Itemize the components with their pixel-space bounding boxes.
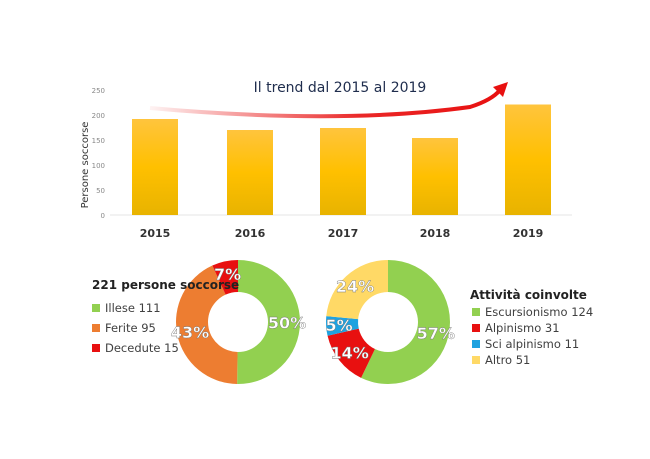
trend-arrow-head — [493, 82, 508, 97]
donut2-slice — [326, 260, 388, 320]
legend-label: Decedute 15 — [105, 341, 179, 355]
y-tick-label: 50 — [96, 187, 105, 195]
donut1-slice — [176, 265, 238, 384]
donut2-slice — [326, 316, 359, 336]
bar-2015 — [132, 119, 178, 215]
bar-2018 — [412, 138, 458, 215]
legend-label: Escursionismo 124 — [485, 305, 594, 319]
donut1-pct-label: 7% — [214, 265, 241, 284]
legend-item: Altro 51 — [472, 353, 530, 367]
donut1-pct-label: 43% — [171, 323, 209, 342]
y-tick-label: 200 — [92, 112, 105, 120]
x-tick-label: 2017 — [328, 227, 359, 240]
legend-item: Ferite 95 — [92, 321, 156, 335]
donut1-pct-label: 50% — [268, 313, 306, 332]
y-axis-label: Persone soccorse — [80, 122, 91, 209]
donut2-title: Attività coinvolte — [470, 288, 587, 302]
donut1-slice — [237, 260, 301, 384]
y-tick-label: 250 — [92, 87, 105, 95]
donut2-pct-label: 14% — [331, 344, 369, 363]
legend-swatch-icon — [472, 308, 480, 316]
bar-2019 — [505, 104, 551, 215]
legend-swatch-icon — [472, 356, 480, 364]
legend-label: Altro 51 — [485, 353, 531, 367]
legend-item: Alpinismo 31 — [472, 321, 560, 335]
x-tick-label: 2018 — [420, 227, 451, 240]
y-tick-label: 0 — [101, 212, 105, 220]
legend-swatch-icon — [92, 344, 100, 352]
legend-swatch-icon — [92, 324, 100, 332]
legend-label: Ferite 95 — [105, 321, 156, 335]
donut2-slice — [361, 260, 450, 384]
legend-swatch-icon — [472, 340, 480, 348]
legend-item: Escursionismo 124 — [472, 305, 593, 319]
y-tick-label: 150 — [92, 137, 105, 145]
donut1-title: 221 persone soccorse — [92, 278, 240, 292]
donut1-slice — [212, 260, 238, 295]
trend-arrow — [149, 88, 502, 119]
legend-item: Illese 111 — [92, 301, 161, 315]
legend-item: Decedute 15 — [92, 341, 179, 355]
donut2-pct-label: 57% — [417, 324, 455, 343]
x-tick-label: 2015 — [140, 227, 171, 240]
donut2-pct-label: 5% — [326, 316, 353, 335]
legend-swatch-icon — [92, 304, 100, 312]
bar-chart-title: Il trend dal 2015 al 2019 — [254, 80, 427, 96]
legend-label: Sci alpinismo 11 — [485, 337, 580, 351]
legend-label: Illese 111 — [105, 301, 161, 315]
donut2-pct-label: 24% — [336, 277, 374, 296]
bar-2017 — [320, 128, 366, 215]
y-tick-label: 100 — [92, 162, 105, 170]
donut2-slice — [327, 328, 375, 378]
legend-label: Alpinismo 31 — [485, 321, 560, 335]
legend-item: Sci alpinismo 11 — [472, 337, 579, 351]
x-tick-label: 2016 — [235, 227, 266, 240]
x-tick-label: 2019 — [513, 227, 544, 240]
bar-2016 — [227, 130, 273, 215]
legend-swatch-icon — [472, 324, 480, 332]
